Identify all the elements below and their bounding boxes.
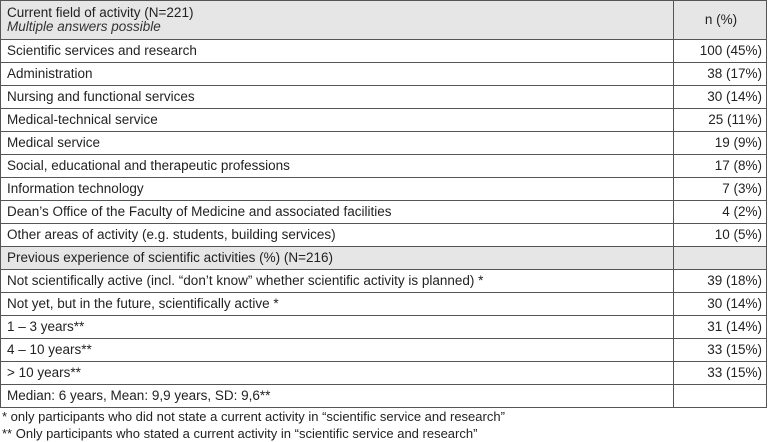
row-value: 7 (3%) (673, 177, 767, 201)
footnote-2: ** Only participants who stated a curren… (2, 426, 478, 441)
row-label: Information technology (0, 177, 674, 201)
table-row: Administration 38 (17%) (0, 62, 767, 86)
row-value: 4 (2%) (673, 200, 767, 224)
row-value: 10 (5%) (673, 223, 767, 247)
column-header-n-percent: n (%) (673, 0, 767, 40)
row-label: Administration (0, 62, 674, 86)
table-row: Other areas of activity (e.g. students, … (0, 223, 767, 247)
table-row: Not yet, but in the future, scientifical… (0, 292, 767, 316)
table-row: Dean’s Office of the Faculty of Medicine… (0, 200, 767, 224)
row-label: Other areas of activity (e.g. students, … (0, 223, 674, 247)
row-label: Not yet, but in the future, scientifical… (0, 292, 674, 316)
table-row: Information technology 7 (3%) (0, 177, 767, 201)
table-row: 1 – 3 years** 31 (14%) (0, 315, 767, 339)
row-value: 33 (15%) (673, 338, 767, 362)
row-value: 31 (14%) (673, 315, 767, 339)
row-label: 4 – 10 years** (0, 338, 674, 362)
table-row: Scientific services and research 100 (45%… (0, 39, 767, 63)
footnote-1: * only participants who did not state a … (2, 409, 505, 424)
row-label: Social, educational and therapeutic prof… (0, 154, 674, 178)
row-label: Scientific services and research (0, 39, 674, 63)
row-label: Medical-technical service (0, 108, 674, 132)
row-value: 30 (14%) (673, 292, 767, 316)
row-value: 39 (18%) (673, 269, 767, 293)
row-label: Medical service (0, 131, 674, 155)
table-row: 4 – 10 years** 33 (15%) (0, 338, 767, 362)
row-value: 19 (9%) (673, 131, 767, 155)
row-label: Nursing and functional services (0, 85, 674, 109)
table-row: > 10 years** 33 (15%) (0, 361, 767, 385)
row-label: > 10 years** (0, 361, 674, 385)
section2-empty-cell (673, 246, 767, 270)
section1-subtitle: Multiple answers possible (7, 19, 161, 34)
row-label: Median: 6 years, Mean: 9,9 years, SD: 9,… (0, 384, 674, 408)
row-value (673, 384, 767, 408)
table-row: Medical service 19 (9%) (0, 131, 767, 155)
row-value: 25 (11%) (673, 108, 767, 132)
row-value: 100 (45%) (673, 39, 767, 63)
row-value: 30 (14%) (673, 85, 767, 109)
row-label: Not scientifically active (incl. “don’t … (0, 269, 674, 293)
results-table: Current field of activity (N=221) Multip… (0, 0, 767, 408)
footnotes: * only participants who did not state a … (0, 408, 768, 442)
row-label: 1 – 3 years** (0, 315, 674, 339)
section1-title-cell: Current field of activity (N=221) Multip… (0, 0, 674, 40)
section2-title: Previous experience of scientific activi… (0, 246, 674, 270)
section1-title: Current field of activity (N=221) (7, 5, 194, 20)
section2-header: Previous experience of scientific activi… (0, 246, 767, 270)
row-label: Dean’s Office of the Faculty of Medicine… (0, 200, 674, 224)
row-value: 17 (8%) (673, 154, 767, 178)
table-row: Medical-technical service 25 (11%) (0, 108, 767, 132)
table-row: Median: 6 years, Mean: 9,9 years, SD: 9,… (0, 384, 767, 408)
table-row: Nursing and functional services 30 (14%) (0, 85, 767, 109)
section1-header: Current field of activity (N=221) Multip… (0, 0, 767, 40)
row-value: 33 (15%) (673, 361, 767, 385)
row-value: 38 (17%) (673, 62, 767, 86)
table-row: Not scientifically active (incl. “don’t … (0, 269, 767, 293)
table-row: Social, educational and therapeutic prof… (0, 154, 767, 178)
